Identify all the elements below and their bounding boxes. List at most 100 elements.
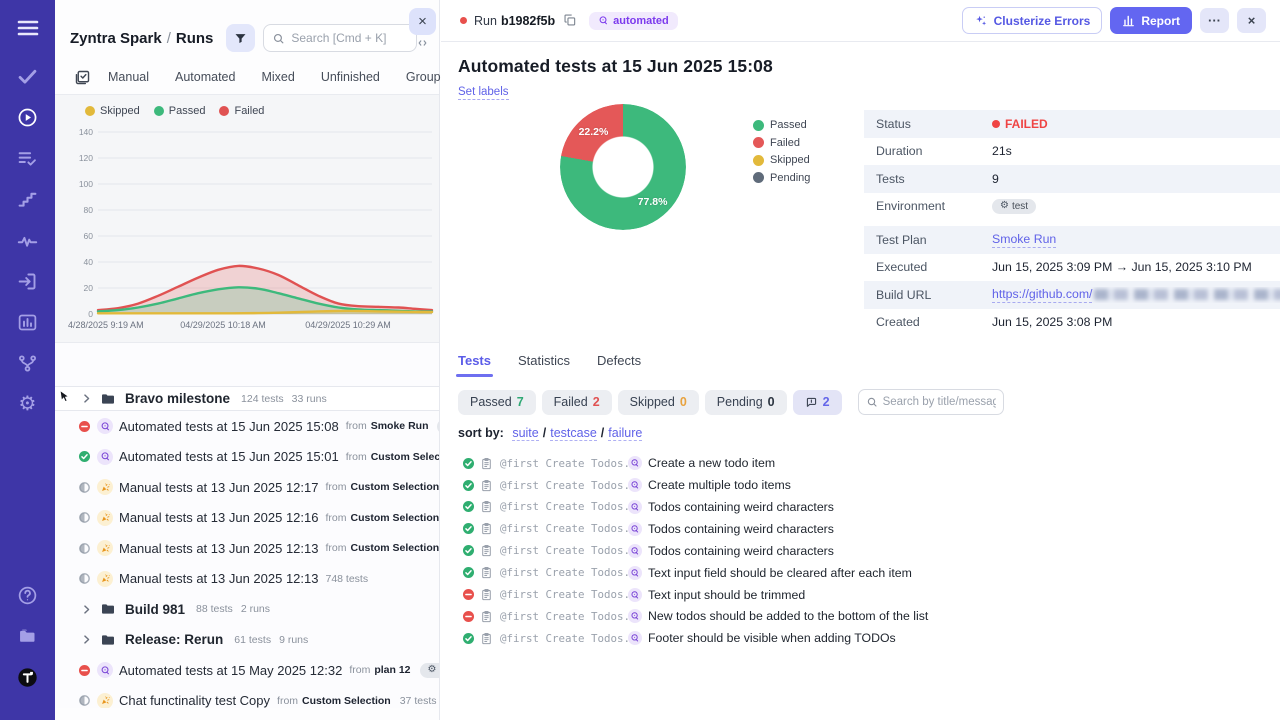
from-label: from	[325, 542, 347, 555]
select-all-icon[interactable]	[74, 69, 91, 86]
run-row[interactable]: Chat functinality test Copy from Custom Se…	[55, 686, 439, 708]
failed-status-icon	[78, 664, 91, 677]
failed-status-icon	[78, 420, 91, 433]
tests-list: @first Create Todos... Create a new todo …	[458, 452, 1262, 649]
test-row[interactable]: @first Create Todos... Footer should be v…	[458, 627, 1262, 649]
run-row[interactable]: Manual tests at 13 Jun 2025 12:13 748 tes…	[55, 564, 439, 595]
svg-text:80: 80	[84, 205, 94, 215]
filter-pill-comments[interactable]: 2	[792, 389, 842, 415]
chart-legend: Skipped Passed Failed	[85, 105, 264, 117]
test-row[interactable]: @first Create Todos... Create a new todo …	[458, 452, 1262, 474]
filter-pill-failed[interactable]: Failed 2	[541, 389, 612, 415]
automated-icon	[628, 565, 642, 580]
sidebar-item-analytics[interactable]	[16, 228, 40, 252]
runs-tab-unfinished[interactable]: Unfinished	[320, 70, 380, 84]
chevron-right-icon	[81, 604, 92, 615]
environment-pill: ⚙test	[992, 198, 1037, 214]
report-button[interactable]: Report	[1110, 7, 1192, 34]
panel-close-button[interactable]: ×	[409, 8, 436, 35]
sort-by-failure[interactable]: failure	[608, 426, 643, 442]
runs-search-input[interactable]	[291, 31, 409, 45]
runs-tab-automated[interactable]: Automated	[175, 70, 236, 84]
run-title: Manual tests at 13 Jun 2025 12:16	[119, 510, 319, 526]
test-row[interactable]: @first Create Todos... Todos containing w…	[458, 496, 1262, 518]
runs-tab-mixed[interactable]: Mixed	[261, 70, 295, 84]
run-row[interactable]: Manual tests at 13 Jun 2025 12:16 from Cus…	[55, 503, 439, 534]
test-title: New todos should be added to the bottom …	[648, 609, 929, 624]
sidebar-item-help[interactable]	[16, 583, 40, 607]
tests-search-input[interactable]	[882, 396, 996, 409]
test-row[interactable]: @first Create Todos... Todos containing w…	[458, 518, 1262, 540]
folder-icon	[100, 632, 116, 648]
test-row[interactable]: @first Create Todos... Create multiple to…	[458, 474, 1262, 496]
sidebar-item-test-plans[interactable]	[16, 146, 40, 170]
sidebar-item-projects[interactable]	[16, 624, 40, 648]
test-row[interactable]: @first Create Todos... Text input should …	[458, 584, 1262, 606]
sidebar-item-branches[interactable]	[16, 351, 40, 375]
test-row[interactable]: @first Create Todos... Todos containing w…	[458, 540, 1262, 562]
sidebar-item-logo[interactable]	[16, 665, 40, 689]
filter-pill-skipped[interactable]: Skipped 0	[617, 389, 699, 415]
tab-tests[interactable]: Tests	[456, 353, 493, 378]
test-title: Create a new todo item	[648, 456, 776, 471]
sidebar-item-import[interactable]	[16, 269, 40, 293]
sort-by-testcase[interactable]: testcase	[550, 426, 597, 442]
sidebar-item-runs[interactable]	[16, 105, 40, 129]
sort-separator: /	[600, 426, 605, 441]
test-title: Footer should be visible when adding TOD…	[648, 631, 896, 646]
run-row[interactable]: Manual tests at 13 Jun 2025 12:17 from Cus…	[55, 472, 439, 503]
run-topbar: Run b1982f5b automated Clusterize Errors…	[441, 0, 1280, 42]
build-url-link[interactable]: https://github.com/	[992, 287, 1093, 303]
breadcrumb-separator: /	[166, 29, 171, 47]
clusterize-errors-button[interactable]: Clusterize Errors	[961, 7, 1103, 34]
topbar-actions: Clusterize Errors Report ··· ×	[961, 7, 1266, 34]
sidebar-item-reports[interactable]	[16, 310, 40, 334]
tab-defects[interactable]: Defects	[597, 353, 642, 369]
from-source: Custom Selection	[370, 450, 439, 463]
run-label: Run	[474, 13, 497, 28]
filter-pill-passed[interactable]: Passed 7	[458, 389, 536, 415]
folder-row[interactable]: Bravo milestone 124 tests 33 runs	[55, 386, 439, 411]
test-plan-link[interactable]: Smoke Run	[992, 232, 1057, 248]
filter-pill-pending[interactable]: Pending 0	[704, 389, 787, 415]
test-row[interactable]: @first Create Todos... Text input field s…	[458, 562, 1262, 584]
sort-row: sort by: suite / testcase / failure	[458, 426, 1262, 442]
run-row[interactable]: Manual tests at 13 Jun 2025 12:13 from Cus…	[55, 533, 439, 564]
info-label: Created	[876, 315, 920, 330]
more-button[interactable]: ···	[1200, 8, 1229, 33]
gear-icon: ⚙	[18, 391, 37, 415]
run-row[interactable]: Automated tests at 15 Jun 2025 15:01 from…	[55, 442, 439, 473]
sort-by-suite[interactable]: suite	[512, 426, 539, 442]
folder-row[interactable]: Release: Rerun 61 tests 9 runs	[55, 625, 439, 656]
panel-resize-icon[interactable]	[416, 38, 429, 48]
close-run-button[interactable]: ×	[1237, 8, 1266, 33]
sidebar-item-settings[interactable]: ⚙	[16, 392, 40, 416]
runs-panel-header: Zyntra Spark/Runs ×	[55, 0, 439, 60]
folder-name: Bravo milestone	[125, 391, 231, 406]
filter-button[interactable]	[226, 24, 256, 52]
folder-row[interactable]: Build 981 88 tests 2 runs	[55, 594, 439, 625]
breadcrumb-project: Zyntra Spark	[70, 29, 162, 47]
runs-tab-manual[interactable]: Manual	[108, 70, 149, 84]
legend-label: Failed	[234, 105, 265, 117]
copy-icon[interactable]	[563, 13, 578, 28]
folder-meta: 124 tests	[241, 392, 284, 405]
run-row[interactable]: Automated tests at 15 May 2025 12:32 from…	[55, 655, 439, 686]
manual-icon	[97, 509, 113, 526]
tab-statistics[interactable]: Statistics	[518, 353, 571, 369]
clipboard-icon	[480, 588, 493, 601]
runs-trend-chart: Skipped Passed Failed 140 120 100 80 60 40 20 0 4/…	[55, 94, 439, 343]
test-row[interactable]: @first Create Todos... New todos should b…	[458, 605, 1262, 627]
run-title: Manual tests at 13 Jun 2025 12:13	[119, 540, 319, 556]
info-label: Status	[876, 116, 911, 131]
legend-dot	[753, 137, 764, 149]
test-title: Todos containing weird characters	[648, 521, 834, 536]
sidebar-item-tests[interactable]	[16, 64, 40, 88]
sidebar-item-milestones[interactable]	[16, 187, 40, 211]
run-row[interactable]: Automated tests at 15 Jun 2025 15:08 from…	[55, 411, 439, 442]
test-suite: @first Create Todos...	[500, 500, 628, 514]
sidebar-item-menu[interactable]	[16, 16, 40, 40]
redacted-url	[1094, 289, 1280, 301]
set-labels-link[interactable]: Set labels	[458, 86, 509, 101]
runs-tab-groups[interactable]: Groups	[405, 70, 447, 84]
